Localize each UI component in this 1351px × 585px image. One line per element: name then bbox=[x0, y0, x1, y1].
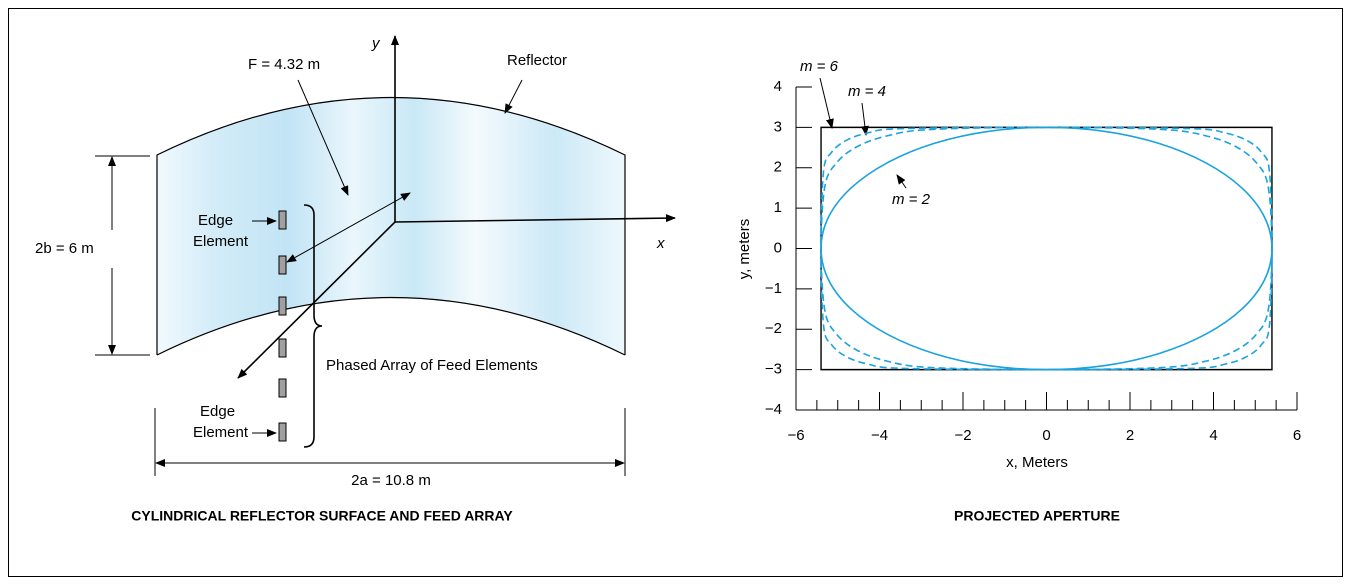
y-tick-label: 1 bbox=[774, 199, 782, 216]
reflector-edge bbox=[156, 297, 626, 356]
series-line bbox=[820, 126, 1273, 371]
y-axis-label: y bbox=[371, 35, 381, 52]
diagram-title: CYLINDRICAL REFLECTOR SURFACE AND FEED A… bbox=[131, 508, 513, 524]
x-tick-label: −6 bbox=[787, 427, 804, 444]
frame bbox=[8, 8, 1343, 577]
series-annotation: m = 2 bbox=[892, 191, 931, 208]
width-label: 2a = 10.8 m bbox=[351, 472, 431, 489]
edge-label: Element bbox=[193, 233, 249, 250]
x-axis-arrow bbox=[394, 214, 676, 223]
array-label: Phased Array of Feed Elements bbox=[326, 357, 538, 374]
x-axis-label: x bbox=[656, 235, 665, 252]
edge-label: Edge bbox=[200, 403, 235, 420]
x-tick-label: 0 bbox=[1042, 427, 1050, 444]
x-tick-label: −4 bbox=[871, 427, 888, 444]
feed-elements bbox=[278, 210, 287, 442]
reflector-leader bbox=[504, 79, 523, 114]
y-tick-label: −3 bbox=[765, 361, 782, 378]
height-label: 2b = 6 m bbox=[35, 240, 94, 257]
x-tick-label: 4 bbox=[1209, 427, 1217, 444]
array-brace bbox=[303, 204, 323, 448]
edge-label: Element bbox=[193, 424, 249, 441]
series-line bbox=[820, 126, 1273, 371]
y-tick-label: −2 bbox=[765, 320, 782, 337]
annotation-arrow bbox=[896, 174, 907, 189]
focal-dimension bbox=[286, 192, 411, 263]
reflector-diagram: F = 4.32 m y x Reflector 2b = 6 m 2a = 1… bbox=[35, 35, 676, 524]
annotation-arrow bbox=[819, 77, 834, 129]
y-tick-label: 0 bbox=[774, 239, 782, 256]
x-tick-label: −2 bbox=[954, 427, 971, 444]
focal-leader bbox=[297, 79, 349, 196]
y-tick-label: 4 bbox=[774, 78, 782, 95]
x-tick-label: 6 bbox=[1293, 427, 1301, 444]
series-annotation: m = 4 bbox=[848, 83, 886, 100]
y-tick-label: 3 bbox=[774, 118, 782, 135]
reflector-label: Reflector bbox=[507, 52, 567, 69]
series-line bbox=[820, 126, 1273, 371]
focal-label: F = 4.32 m bbox=[248, 56, 320, 73]
series-line bbox=[820, 126, 1273, 371]
y-tick-label: −4 bbox=[765, 401, 782, 418]
series-annotation: m = 6 bbox=[800, 58, 839, 75]
x-tick-label: 2 bbox=[1126, 427, 1134, 444]
y-tick-label: −1 bbox=[765, 280, 782, 297]
edge-label: Edge bbox=[198, 212, 233, 229]
y-axis-title: y, meters bbox=[736, 219, 753, 280]
chart-title: PROJECTED APERTURE bbox=[954, 508, 1120, 524]
annotation-arrow bbox=[860, 102, 869, 136]
y-tick-label: 2 bbox=[774, 159, 782, 176]
reflector-edge bbox=[156, 97, 626, 355]
x-axis-title: x, Meters bbox=[1006, 454, 1068, 471]
chart: PROJECTED APERTURE x, Meters y, meters −… bbox=[736, 58, 1301, 524]
